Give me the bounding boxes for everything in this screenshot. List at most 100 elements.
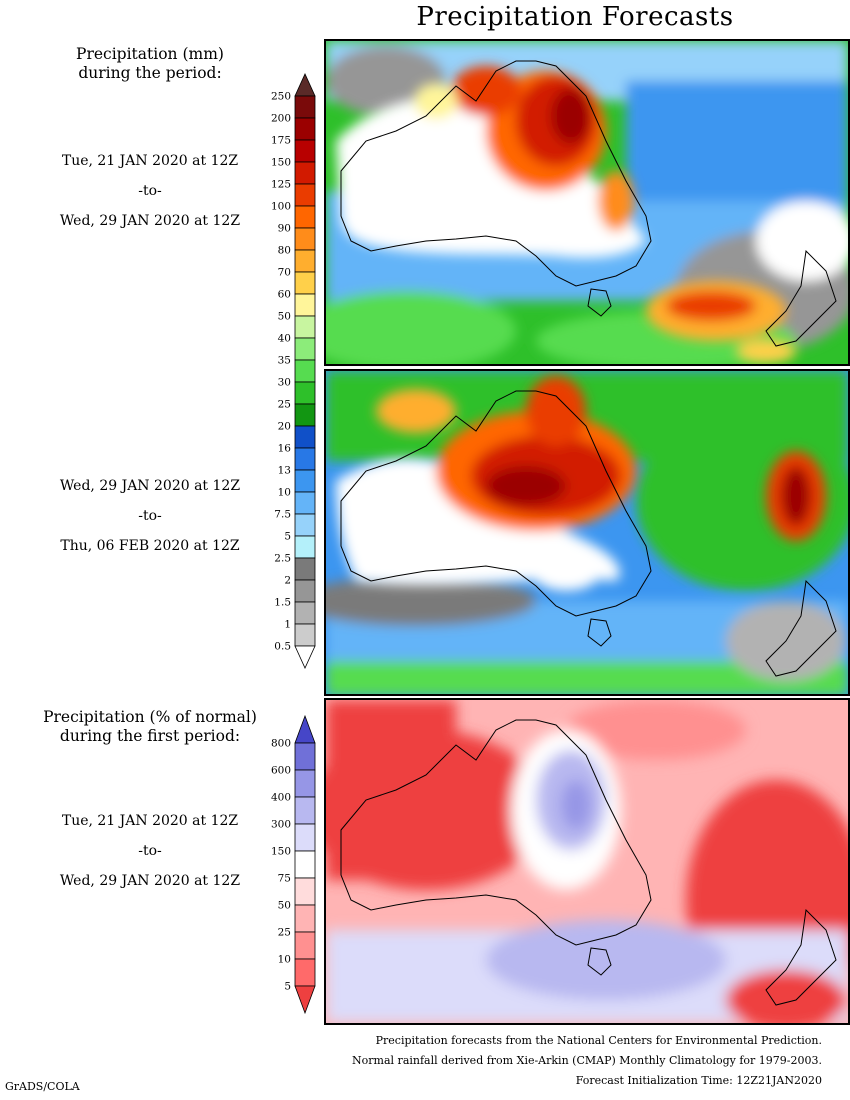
precip-colorbar-tick-label: 5 (284, 531, 291, 543)
precip-colorbar-arrow-top (294, 73, 316, 97)
precip-colorbar-tick-label: 0.5 (274, 641, 291, 653)
anomaly-colorbar-swatch (294, 742, 316, 771)
precip-colorbar-arrow-bottom (294, 645, 316, 669)
precip-heading-line2: during the period: (78, 64, 222, 82)
australia-coastline (340, 60, 652, 287)
anomaly-colorbar-tick-label: 800 (271, 738, 291, 750)
precip-colorbar-swatch (294, 623, 316, 647)
anomaly-colorbar-tick-label: 300 (271, 819, 291, 831)
period1-end: Wed, 29 JAN 2020 at 12Z (59, 213, 241, 229)
footer-source: Precipitation forecasts from the Nationa… (375, 1034, 822, 1047)
precip-colorbar-tick-label: 80 (278, 245, 291, 257)
precip-colorbar-tick-label: 175 (271, 135, 291, 147)
anomaly-colorbar-tick-label: 10 (278, 954, 291, 966)
australia-coastline (340, 390, 652, 617)
map-panel-period2 (324, 369, 850, 696)
precip-colorbar-tick-label: 35 (278, 355, 291, 367)
precip-colorbar-swatch (294, 447, 316, 471)
new-zealand-coastline (765, 579, 837, 677)
anomaly-heading-line2: during the first period: (59, 727, 241, 745)
precip-colorbar-swatch (294, 469, 316, 493)
anomaly-colorbar-tick-label: 600 (271, 765, 291, 777)
precip-colorbar-swatch (294, 117, 316, 141)
new-zealand-coastline (765, 908, 837, 1006)
precip-colorbar-swatch (294, 249, 316, 273)
period3-end: Wed, 29 JAN 2020 at 12Z (59, 873, 241, 889)
precip-amount-heading: Precipitation (mm) during the period: (0, 45, 300, 83)
precip-colorbar-tick-label: 7.5 (274, 509, 291, 521)
period1-start: Tue, 21 JAN 2020 at 12Z (61, 153, 239, 169)
precip-colorbar-tick-label: 2.5 (274, 553, 291, 565)
precip-colorbar-tick-label: 16 (278, 443, 292, 455)
precip-colorbar: 2502001751501251009080706050403530252016… (271, 73, 316, 669)
precip-colorbar-swatch (294, 337, 316, 361)
precip-colorbar-tick-label: 125 (271, 179, 291, 191)
anomaly-colorbar-tick-label: 50 (278, 900, 291, 912)
anomaly-colorbar-tick-label: 150 (271, 846, 291, 858)
period2-end: Thu, 06 FEB 2020 at 12Z (60, 538, 240, 554)
anomaly-colorbar-swatch (294, 769, 316, 798)
precip-colorbar-swatch (294, 557, 316, 581)
period1-sep: -to- (138, 183, 162, 199)
precip-colorbar-tick-label: 13 (278, 465, 291, 477)
precip-colorbar-swatch (294, 315, 316, 339)
precip-colorbar-swatch (294, 403, 316, 427)
precip-colorbar-tick-label: 2 (284, 575, 291, 587)
precip-colorbar-tick-label: 100 (271, 201, 291, 213)
footer-climatology: Normal rainfall derived from Xie-Arkin (… (352, 1054, 822, 1067)
australia-coastline (340, 719, 652, 946)
precip-colorbar-tick-label: 60 (278, 289, 291, 301)
map-panel-anomaly (324, 698, 850, 1025)
precip-colorbar-tick-label: 90 (278, 223, 291, 235)
anomaly-heading-line1: Precipitation (% of normal) (43, 708, 257, 726)
grads-credit: GrADS/COLA (5, 1080, 80, 1093)
footer-notes: Precipitation forecasts from the Nationa… (352, 1031, 822, 1091)
precip-colorbar-swatch (294, 95, 316, 119)
anomaly-colorbar-tick-label: 5 (284, 981, 291, 993)
anomaly-colorbar-swatch (294, 823, 316, 852)
page-title: Precipitation Forecasts (416, 2, 734, 32)
anomaly-colorbar-swatch (294, 796, 316, 825)
anomaly-colorbar-tick-label: 75 (278, 873, 291, 885)
precip-colorbar-swatch (294, 579, 316, 603)
precip-colorbar-swatch (294, 293, 316, 317)
precip-colorbar-swatch (294, 227, 316, 251)
precip-colorbar-swatch (294, 139, 316, 163)
precip-colorbar-tick-label: 1 (284, 619, 291, 631)
precip-colorbar-swatch (294, 183, 316, 207)
period2-start: Wed, 29 JAN 2020 at 12Z (59, 478, 241, 494)
tasmania-coastline (587, 618, 612, 647)
precip-colorbar-tick-label: 70 (278, 267, 291, 279)
precip-colorbar-tick-label: 40 (278, 333, 291, 345)
anomaly-colorbar: 800 600 400 300 150 75 50 25 10 5 (271, 714, 316, 1015)
precip-colorbar-tick-label: 150 (271, 157, 291, 169)
tasmania-coastline (587, 947, 612, 976)
precip-colorbar-tick-label: 20 (278, 421, 291, 433)
anomaly-colorbar-swatch (294, 904, 316, 933)
precip-map-period1 (326, 41, 848, 364)
anomaly-colorbar-swatch (294, 931, 316, 960)
precip-colorbar-swatch (294, 535, 316, 559)
anomaly-heading: Precipitation (% of normal) during the f… (0, 708, 300, 746)
precip-colorbar-tick-label: 30 (278, 377, 291, 389)
period3-sep: -to- (138, 843, 162, 859)
anomaly-colorbar-swatch (294, 877, 316, 906)
precip-colorbar-swatch (294, 359, 316, 383)
anomaly-colorbar-swatch (294, 850, 316, 879)
precip-colorbar-tick-label: 250 (271, 91, 291, 103)
period2-sep: -to- (138, 508, 162, 524)
precip-colorbar-tick-label: 10 (278, 487, 291, 499)
precip-map-period2 (326, 371, 848, 694)
precip-colorbar-swatch (294, 491, 316, 515)
precip-colorbar-tick-label: 25 (278, 399, 291, 411)
anomaly-colorbar-swatch (294, 958, 316, 987)
precip-colorbar-tick-label: 50 (278, 311, 291, 323)
anomaly-colorbar-arrow-bottom (294, 985, 316, 1015)
precip-colorbar-tick-label: 1.5 (274, 597, 291, 609)
precip-colorbar-swatch (294, 161, 316, 185)
map-panel-period1 (324, 39, 850, 366)
precip-colorbar-swatch (294, 381, 316, 405)
anomaly-colorbar-tick-label: 25 (278, 927, 291, 939)
precip-colorbar-tick-label: 200 (271, 113, 291, 125)
anomaly-colorbar-tick-label: 400 (271, 792, 291, 804)
